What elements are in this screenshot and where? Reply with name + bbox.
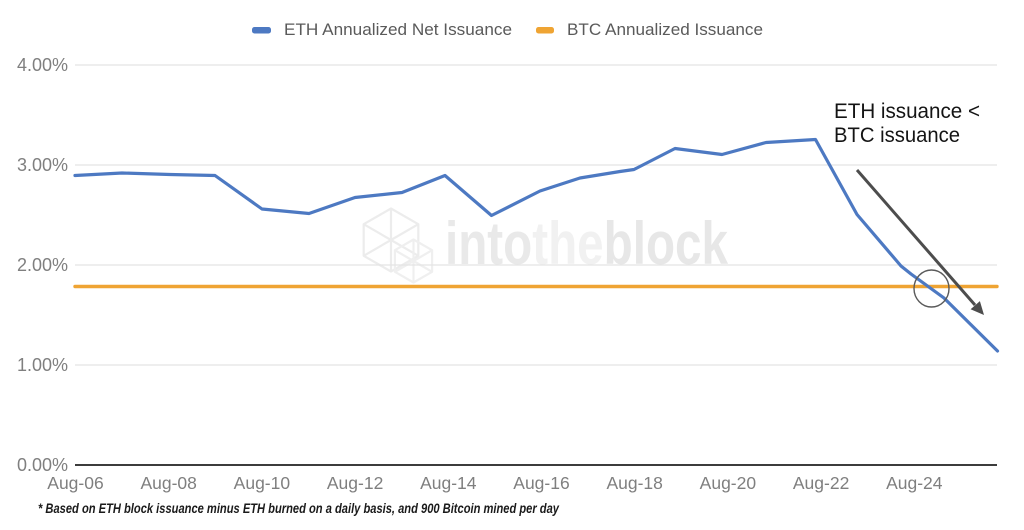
svg-text:3.00%: 3.00% xyxy=(17,155,68,175)
svg-text:1.00%: 1.00% xyxy=(17,355,68,375)
svg-text:ETH issuance <: ETH issuance < xyxy=(834,100,980,123)
svg-text:ETH Annualized Net Issuance: ETH Annualized Net Issuance xyxy=(284,20,512,39)
svg-text:Aug-18: Aug-18 xyxy=(606,473,662,493)
svg-text:0.00%: 0.00% xyxy=(17,455,68,475)
svg-text:Aug-10: Aug-10 xyxy=(234,473,291,493)
svg-text:BTC issuance: BTC issuance xyxy=(834,124,960,147)
svg-text:BTC Annualized Issuance: BTC Annualized Issuance xyxy=(567,20,763,39)
svg-text:Aug-22: Aug-22 xyxy=(793,473,849,493)
svg-text:* Based on ETH block issuance: * Based on ETH block issuance minus ETH … xyxy=(38,501,560,516)
svg-text:Aug-16: Aug-16 xyxy=(513,473,569,493)
svg-text:intotheblock: intotheblock xyxy=(445,210,728,277)
svg-text:Aug-24: Aug-24 xyxy=(886,473,943,493)
svg-text:Aug-12: Aug-12 xyxy=(327,473,383,493)
svg-text:Aug-06: Aug-06 xyxy=(47,473,103,493)
svg-text:4.00%: 4.00% xyxy=(17,55,68,75)
svg-text:Aug-08: Aug-08 xyxy=(140,473,196,493)
svg-text:Aug-20: Aug-20 xyxy=(700,473,757,493)
svg-text:Aug-14: Aug-14 xyxy=(420,473,477,493)
svg-text:2.00%: 2.00% xyxy=(17,255,68,275)
